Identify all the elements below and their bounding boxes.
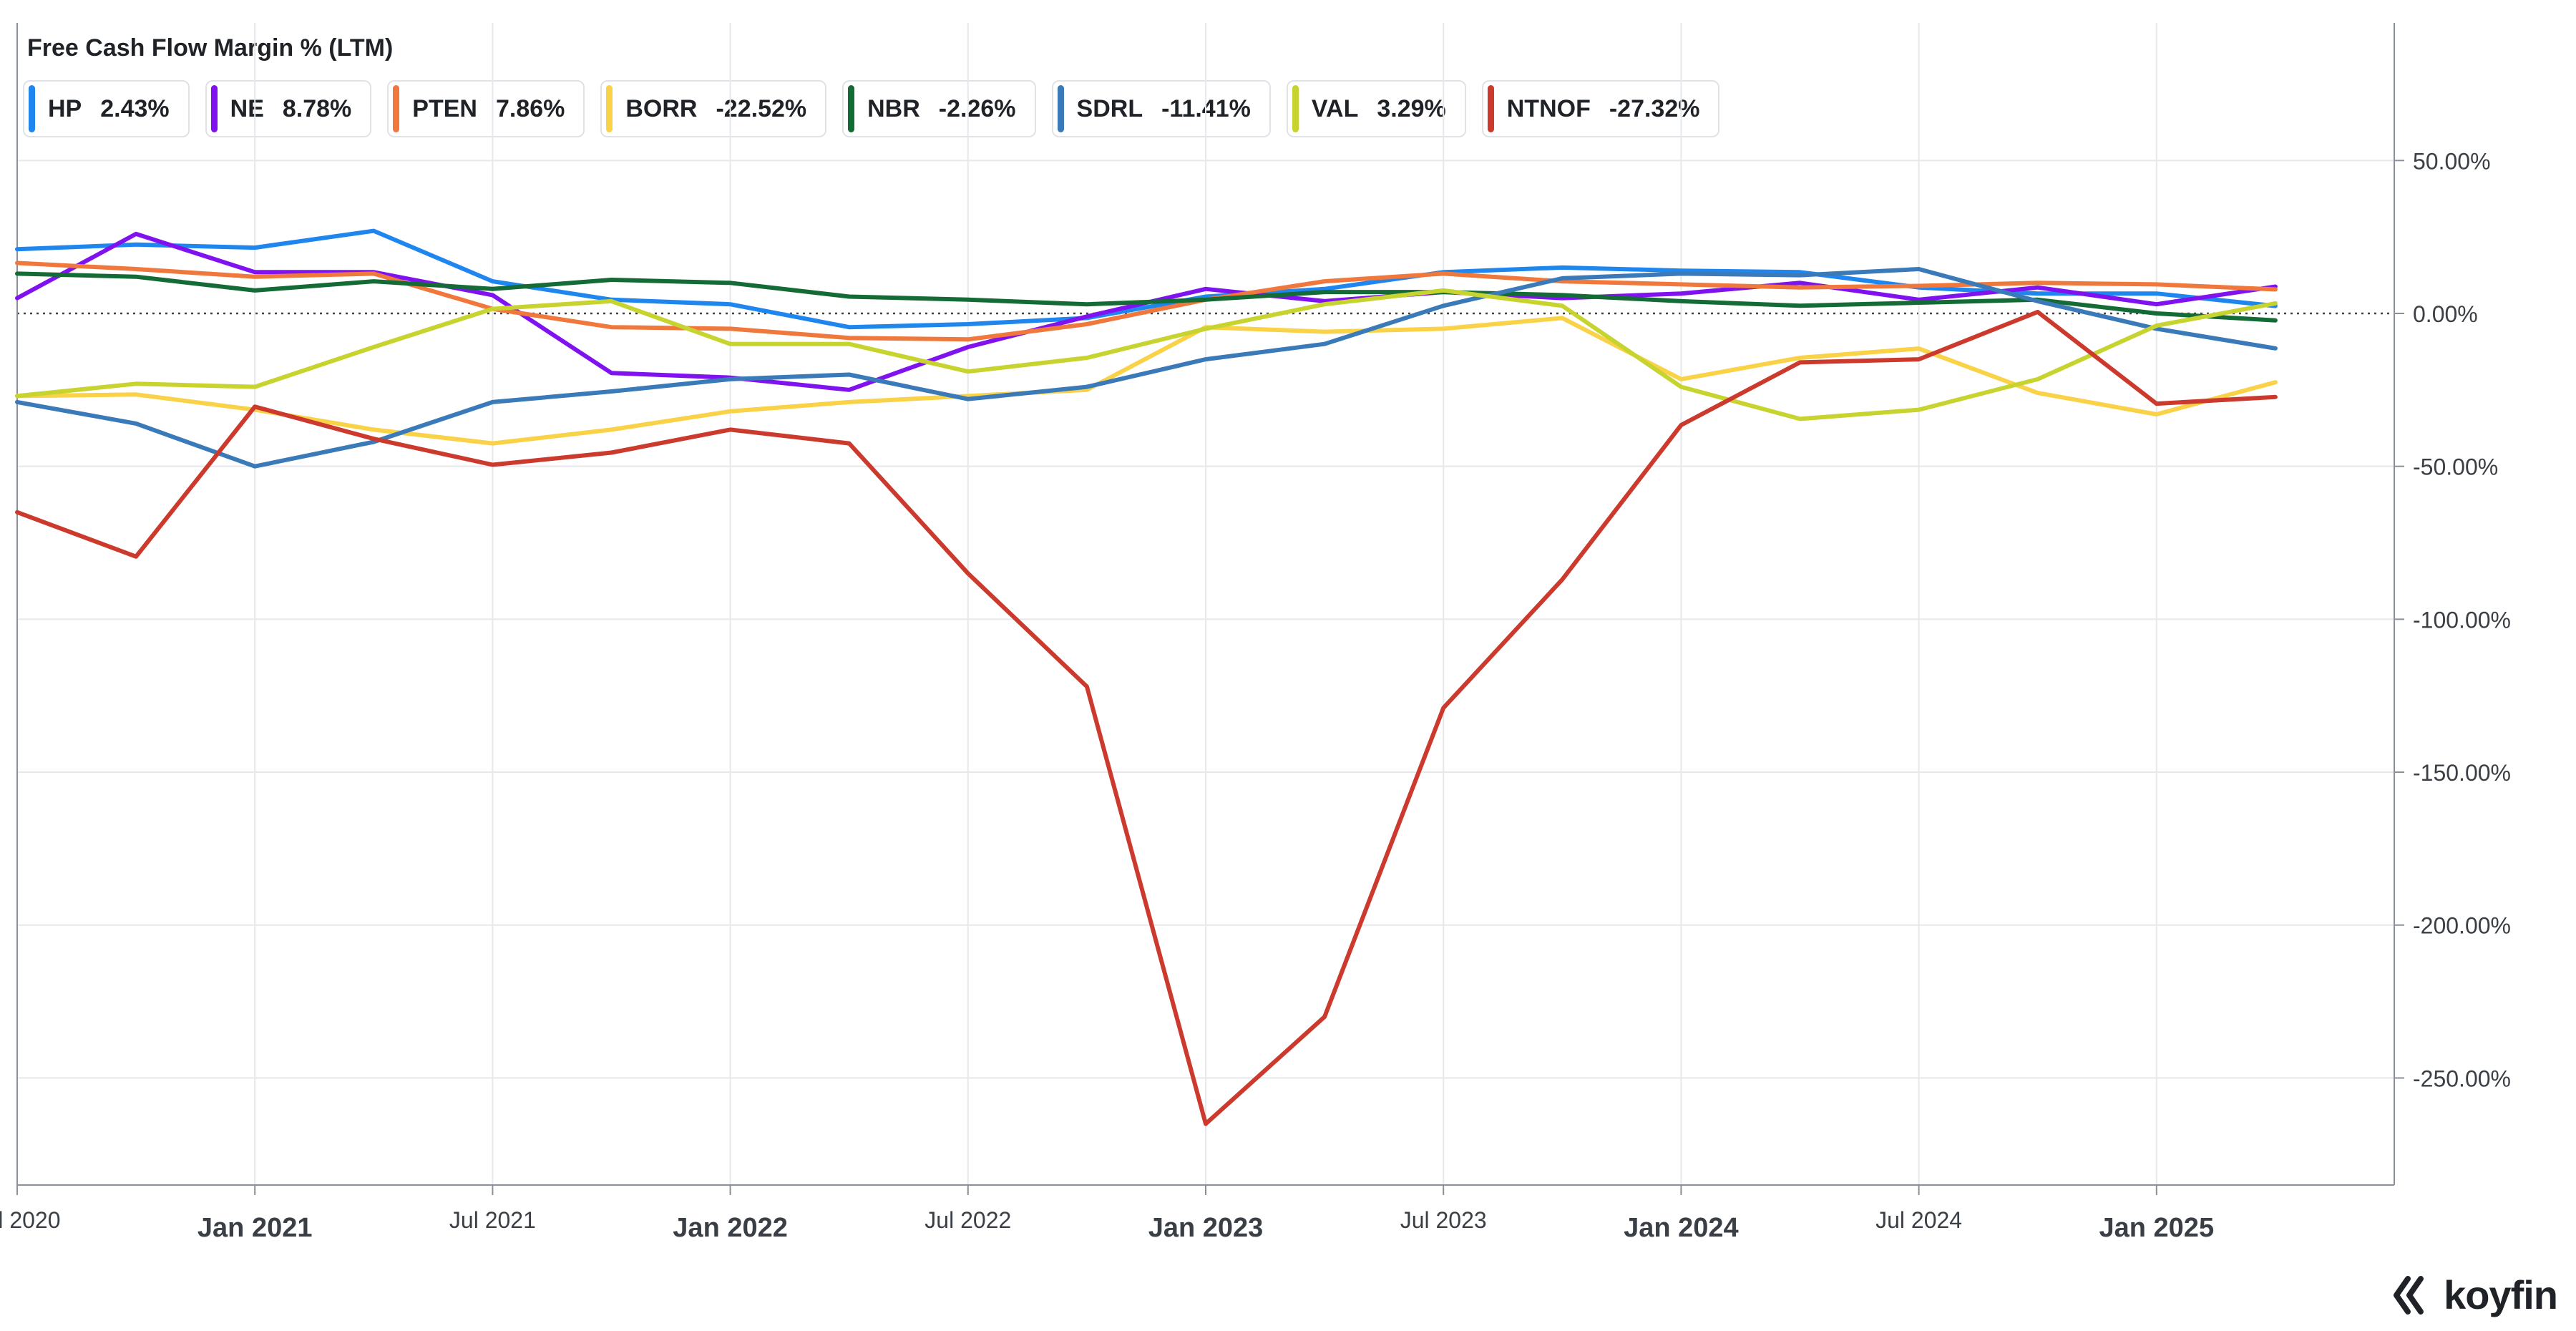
legend-item-ntnof[interactable]: NTNOF -27.32% <box>1481 80 1720 137</box>
legend-value: 8.78% <box>282 94 352 122</box>
series-line-pten <box>15 260 2278 342</box>
legend-swatch <box>29 85 35 132</box>
chart-title: Free Cash Flow Margin % (LTM) <box>27 34 394 62</box>
x-tick-label: Jul 2021 <box>449 1207 536 1233</box>
legend-value: 3.29% <box>1377 94 1446 122</box>
legend-value: 2.43% <box>100 94 170 122</box>
legend: HP 2.43% NE 8.78% PTEN 7.86% BORR -22.52% NBR -2.… <box>23 80 1720 137</box>
y-tick-label: -250.00% <box>2413 1066 2511 1091</box>
brand-name: koyfin <box>2444 1272 2558 1317</box>
legend-item-borr[interactable]: BORR -22.52% <box>600 80 827 137</box>
series-line-borr <box>15 316 2278 446</box>
legend-ticker: NTNOF <box>1506 94 1591 122</box>
x-tick-label: Jan 2022 <box>673 1213 788 1243</box>
series-line-nbr <box>15 271 2278 323</box>
koyfin-logo: koyfin <box>2392 1272 2558 1318</box>
y-tick-label: 0.00% <box>2413 301 2478 327</box>
legend-ticker: VAL <box>1311 94 1359 122</box>
y-tick-label: -200.00% <box>2413 913 2511 939</box>
legend-value: 7.86% <box>495 94 565 122</box>
x-tick-label: Jan 2021 <box>197 1213 313 1243</box>
legend-swatch <box>606 85 613 132</box>
x-tick-label: Jan 2025 <box>2099 1213 2215 1243</box>
legend-item-pten[interactable]: PTEN 7.86% <box>387 80 585 137</box>
legend-value: -27.32% <box>1609 94 1700 122</box>
legend-value: -2.26% <box>938 94 1016 122</box>
x-tick-label: Jul 2020 <box>0 1207 60 1233</box>
legend-swatch <box>848 85 855 132</box>
legend-ticker: NBR <box>867 94 920 122</box>
series-line-ntnof <box>15 309 2278 1126</box>
legend-item-val[interactable]: VAL 3.29% <box>1286 80 1466 137</box>
x-tick-label: Jul 2024 <box>1875 1207 1962 1233</box>
legend-ticker: BORR <box>625 94 698 122</box>
series-line-val <box>15 288 2278 421</box>
legend-ticker: PTEN <box>412 94 477 122</box>
legend-swatch <box>210 85 218 132</box>
legend-item-hp[interactable]: HP 2.43% <box>23 80 190 137</box>
y-tick-label: -100.00% <box>2413 607 2511 633</box>
koyfin-logo-icon <box>2394 1275 2424 1315</box>
legend-ticker: SDRL <box>1076 94 1143 122</box>
y-tick-label: 50.00% <box>2413 148 2491 174</box>
legend-ticker: NE <box>230 94 264 122</box>
legend-item-nbr[interactable]: NBR -2.26% <box>842 80 1036 137</box>
x-tick-label: Jul 2023 <box>1400 1207 1487 1233</box>
x-tick-label: Jan 2023 <box>1148 1213 1264 1243</box>
legend-swatch <box>1292 85 1299 132</box>
series-line-sdrl <box>15 267 2278 469</box>
legend-item-sdrl[interactable]: SDRL -11.41% <box>1051 80 1271 137</box>
legend-swatch <box>1057 85 1064 132</box>
y-tick-label: -150.00% <box>2413 760 2511 786</box>
y-tick-label: -50.00% <box>2413 454 2498 480</box>
legend-item-ne[interactable]: NE 8.78% <box>205 80 372 137</box>
legend-swatch <box>393 85 400 132</box>
legend-ticker: HP <box>48 94 82 122</box>
x-tick-label: Jul 2022 <box>924 1207 1011 1233</box>
x-tick-label: Jan 2024 <box>1624 1213 1739 1243</box>
legend-swatch <box>1487 85 1494 132</box>
